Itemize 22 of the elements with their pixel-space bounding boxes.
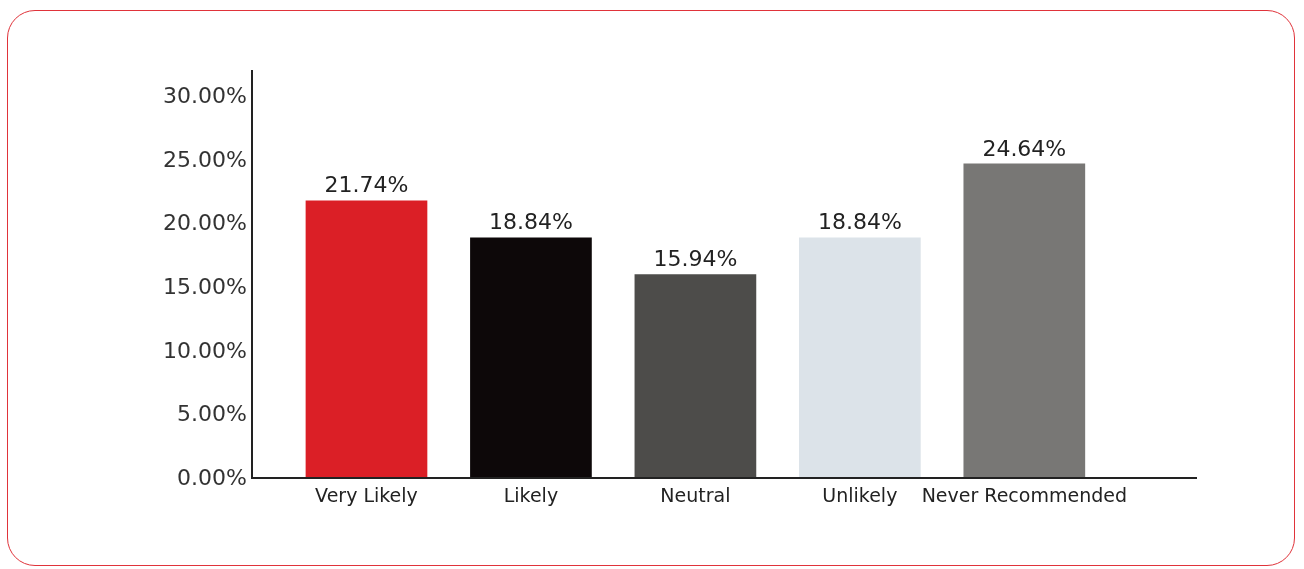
x-tick-label: Likely (503, 483, 559, 506)
y-tick-label: 20.00% (162, 210, 247, 236)
data-label: 15.94% (653, 246, 738, 272)
y-tick-label: 10.00% (162, 337, 247, 363)
bar (305, 200, 428, 477)
data-label: 24.64% (982, 135, 1067, 161)
data-label: 21.74% (324, 172, 409, 198)
y-tick-label: 30.00% (162, 83, 247, 109)
x-tick-label: Neutral (660, 483, 731, 506)
x-tick-label: Unlikely (822, 483, 898, 506)
x-tick-label: Never Recommended (921, 483, 1127, 506)
y-tick-label: 5.00% (176, 401, 247, 427)
data-label: 18.84% (817, 209, 902, 235)
y-tick-label: 0.00% (176, 464, 247, 490)
bar (470, 237, 592, 477)
data-label: 18.84% (488, 209, 573, 235)
bar (963, 163, 1086, 477)
bar (799, 237, 921, 477)
y-tick-label: 15.00% (162, 273, 247, 299)
bar (634, 274, 757, 477)
y-tick-label: 25.00% (162, 146, 247, 172)
x-tick-label: Very Likely (315, 483, 418, 506)
